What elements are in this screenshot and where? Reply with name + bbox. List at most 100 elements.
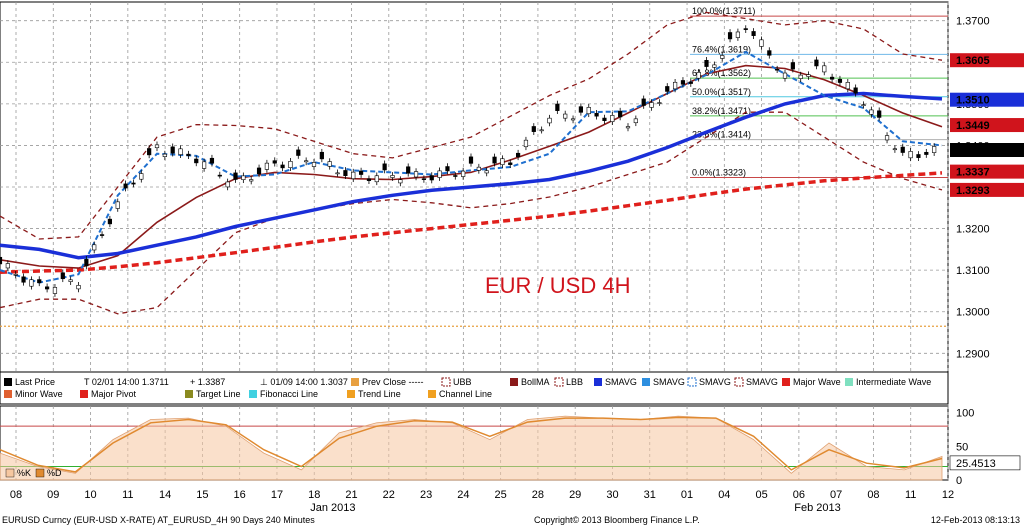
series-smavg — [0, 91, 943, 260]
x-tick-label: 30 — [606, 489, 618, 501]
candle-body — [84, 259, 89, 267]
candle-body — [877, 110, 882, 118]
lower-legend-swatch — [35, 468, 45, 478]
x-tick-label: 15 — [196, 489, 208, 501]
legend-area — [0, 371, 949, 405]
candle-body — [209, 157, 215, 164]
candle-body — [99, 234, 105, 236]
candle-body — [366, 178, 372, 181]
legend-swatch — [734, 377, 744, 387]
candle-body — [680, 80, 686, 85]
x-tick-label: 01 — [681, 489, 693, 501]
candle-body — [44, 286, 50, 290]
candle-body — [806, 74, 811, 77]
candle-body — [845, 82, 850, 90]
candle-body — [602, 117, 607, 121]
stoch-d-line — [0, 416, 943, 473]
candle-body — [461, 170, 466, 177]
candle-body — [869, 109, 874, 115]
candle-body — [343, 170, 348, 176]
candle-body — [139, 173, 144, 180]
x-tick-label: 11 — [905, 489, 916, 501]
candle-body — [908, 151, 913, 159]
x-tick-label: 31 — [644, 489, 656, 501]
candle-body — [829, 76, 835, 80]
legend-swatch — [782, 378, 790, 386]
series-ubb — [0, 11, 943, 240]
candle-body — [884, 135, 890, 141]
candle-body — [264, 162, 270, 170]
candle-body — [358, 170, 364, 175]
legend-swatch — [845, 378, 853, 386]
legend-label: Prev Close ----- — [362, 377, 424, 387]
x-period-label: Jan 2013 — [310, 502, 355, 514]
x-tick-label: 11 — [122, 489, 133, 501]
candle-body — [712, 64, 717, 68]
candle-body — [594, 113, 599, 117]
candle-body — [351, 171, 356, 180]
candle-body — [131, 182, 136, 185]
candle-body — [76, 285, 81, 290]
lower-legend-label: %D — [47, 468, 62, 478]
legend-swatch — [687, 377, 697, 387]
chart-title: EUR / USD 4H — [485, 273, 630, 298]
candle-body — [123, 183, 128, 189]
candle-body — [304, 160, 309, 163]
price-tag — [950, 118, 1024, 133]
candle-body — [555, 103, 560, 111]
candle-body — [233, 172, 238, 180]
price-tag — [950, 164, 1024, 179]
candle-body — [256, 167, 262, 175]
candle-body — [720, 55, 725, 59]
price-tag — [950, 143, 1024, 157]
candle-body — [633, 118, 638, 124]
candle-body — [241, 175, 246, 180]
legend-label: Channel Line — [439, 389, 492, 399]
candle-body — [665, 86, 670, 92]
price-tag-label: 1.3389 — [956, 145, 990, 157]
price-tag-label: 1.3449 — [956, 120, 990, 132]
candle-body — [900, 146, 905, 153]
legend-label: SMAVG — [699, 377, 731, 387]
candle-body — [625, 126, 631, 129]
candle-body — [735, 31, 740, 38]
x-tick-label: 10 — [84, 489, 96, 501]
candle-body — [570, 118, 576, 121]
candle-body — [531, 126, 536, 132]
candle-body — [515, 152, 521, 158]
x-tick-label: 18 — [308, 489, 320, 501]
candle-body — [696, 72, 701, 79]
legend-label: T 02/01 14:00 1.3711 — [84, 377, 169, 387]
candle-body — [68, 279, 73, 282]
legend-swatch — [185, 390, 193, 398]
candle-body — [374, 175, 379, 183]
legend-swatch — [594, 378, 602, 386]
lower-value-tag-label: 25.4513 — [956, 458, 996, 470]
fibonacci-label: 50.0%(1.3517) — [692, 87, 751, 97]
legend-label: SMAVG — [746, 377, 778, 387]
candle-body — [704, 60, 709, 67]
candle-body — [202, 161, 207, 169]
price-tag-label: 1.3293 — [956, 185, 990, 197]
legend-swatch — [80, 390, 88, 398]
candle-body — [861, 104, 866, 106]
x-tick-label: 09 — [47, 489, 59, 501]
candle-body — [500, 158, 505, 166]
fibonacci-label: 61.8%(1.3562) — [692, 68, 751, 78]
candle-body — [37, 279, 42, 284]
candle-body — [115, 201, 120, 209]
candle-body — [194, 158, 199, 164]
lower-legend-label: %K — [17, 468, 31, 478]
candle-body — [759, 39, 764, 47]
footer-timestamp: 12-Feb-2013 08:13:13 — [930, 515, 1020, 525]
candle-body — [288, 161, 293, 168]
legend-label: Trend Line — [358, 389, 401, 399]
candle-body — [484, 170, 489, 174]
y-tick-label: 1.3000 — [956, 307, 990, 319]
candle-body — [782, 72, 788, 79]
x-tick-label: 23 — [420, 489, 432, 501]
x-tick-label: 16 — [234, 489, 246, 501]
candle-body — [154, 144, 160, 149]
candle-body — [406, 166, 411, 174]
